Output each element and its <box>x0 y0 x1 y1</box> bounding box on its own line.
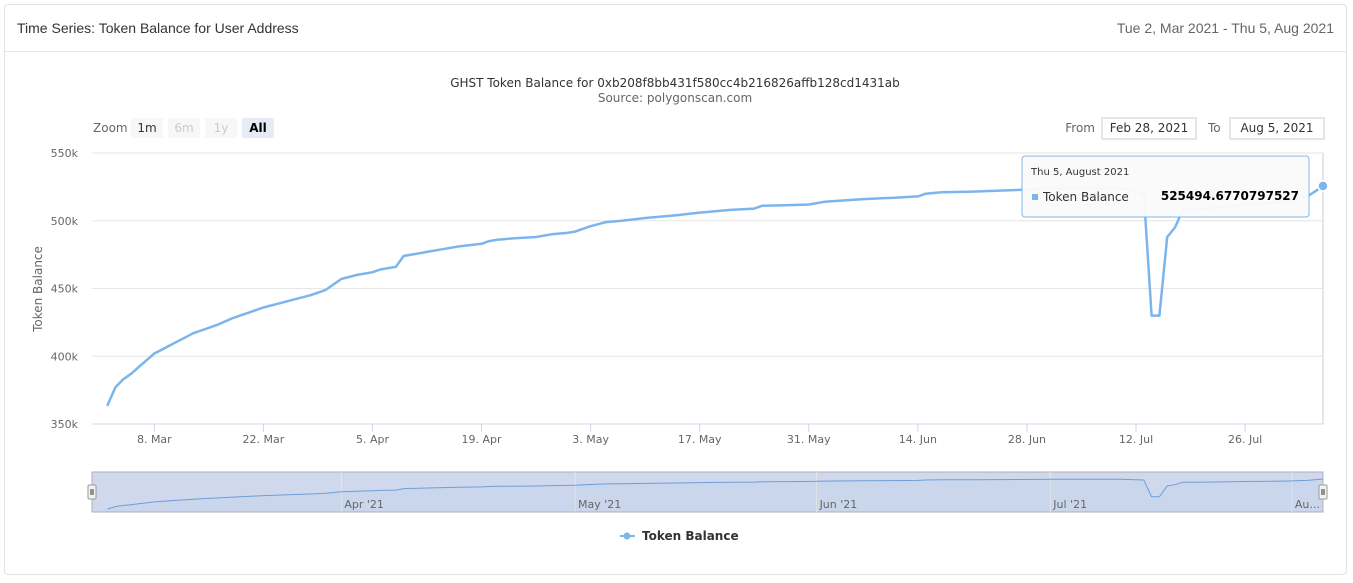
y-tick-label: 400k <box>51 350 79 363</box>
navigator-label: Au... <box>1295 498 1320 511</box>
x-tick-label: 14. Jun <box>899 433 937 446</box>
navigator-label: Apr '21 <box>344 498 384 511</box>
panel-header: Time Series: Token Balance for User Addr… <box>5 5 1346 52</box>
navigator-mask <box>92 472 1323 512</box>
range-selector: From Feb 28, 2021 To Aug 5, 2021 <box>1065 117 1325 140</box>
legend-label: Token Balance <box>642 529 739 543</box>
navigator[interactable]: Apr '21 May '21 Jun '21 Jul '21 Au... <box>87 471 1328 513</box>
navigator-grid <box>340 472 1293 512</box>
y-axis: 350k 400k 450k 500k 550k <box>51 147 79 431</box>
zoom-button-6m-label: 6m <box>174 121 193 135</box>
series-line-token-balance <box>106 184 1325 407</box>
zoom-button-6m[interactable]: 6m <box>168 118 200 138</box>
legend-item-token-balance[interactable]: Token Balance <box>620 529 739 543</box>
x-tick-label: 5. Apr <box>356 433 389 446</box>
y-tick-label: 450k <box>51 283 79 296</box>
zoom-group: Zoom 1m 6m 1y All <box>93 118 274 138</box>
navigator-label: May '21 <box>578 498 621 511</box>
zoom-button-1m[interactable]: 1m <box>131 118 163 138</box>
y-tick-label: 550k <box>51 147 79 160</box>
y-tick-label: 350k <box>51 418 79 431</box>
legend-marker <box>623 532 631 540</box>
x-tick-label: 3. May <box>572 433 609 446</box>
y-tick-label: 500k <box>51 215 79 228</box>
zoom-button-all-label: All <box>249 121 267 135</box>
navigator-handle-left[interactable] <box>87 484 97 500</box>
x-tick-label: 8. Mar <box>137 433 172 446</box>
panel-title: Time Series: Token Balance for User Addr… <box>17 20 299 36</box>
zoom-label: Zoom <box>93 121 128 135</box>
x-tick-label: 17. May <box>678 433 722 446</box>
x-tick-label: 28. Jun <box>1008 433 1046 446</box>
x-tick-label: 12. Jul <box>1119 433 1153 446</box>
chart-title: GHST Token Balance for 0xb208f8bb431f580… <box>450 76 900 90</box>
panel-date-range: Tue 2, Mar 2021 - Thu 5, Aug 2021 <box>1116 20 1334 36</box>
chart-subtitle: Source: polygonscan.com <box>598 91 752 105</box>
to-date-value: Aug 5, 2021 <box>1240 121 1313 135</box>
y-axis-title: Token Balance <box>31 246 45 333</box>
zoom-button-1m-label: 1m <box>137 121 156 135</box>
to-label: To <box>1207 121 1221 135</box>
x-tick-label: 26. Jul <box>1228 433 1262 446</box>
plot-area[interactable] <box>106 184 1325 407</box>
x-axis: 8. Mar 22. Mar 5. Apr 19. Apr 3. May 17. May 3… <box>92 423 1323 446</box>
navigator-handle-right[interactable] <box>1318 484 1328 500</box>
zoom-button-1y[interactable]: 1y <box>205 118 237 138</box>
tooltip-value: 525494.6770797527 <box>1161 189 1299 203</box>
x-tick-label: 22. Mar <box>243 433 285 446</box>
navigator-labels: Apr '21 May '21 Jun '21 Jul '21 Au... <box>344 498 1320 511</box>
navigator-series-line <box>107 478 1324 510</box>
tooltip-series-swatch <box>1032 194 1038 200</box>
from-label: From <box>1065 121 1095 135</box>
hover-point-marker <box>1317 180 1329 192</box>
to-date-input[interactable]: Aug 5, 2021 <box>1229 117 1325 140</box>
tooltip: Thu 5, August 2021 Token Balance 525494.… <box>1021 155 1310 218</box>
from-date-input[interactable]: Feb 28, 2021 <box>1101 117 1197 140</box>
x-tick-label: 19. Apr <box>462 433 502 446</box>
navigator-label: Jun '21 <box>819 498 858 511</box>
from-date-value: Feb 28, 2021 <box>1110 121 1189 135</box>
zoom-button-all[interactable]: All <box>242 118 274 138</box>
x-tick-label: 31. May <box>787 433 831 446</box>
navigator-series-area <box>92 479 1323 512</box>
tooltip-date: Thu 5, August 2021 <box>1030 167 1129 178</box>
tooltip-series-name: Token Balance <box>1042 190 1129 204</box>
zoom-button-1y-label: 1y <box>214 121 229 135</box>
navigator-label: Jul '21 <box>1052 498 1087 511</box>
